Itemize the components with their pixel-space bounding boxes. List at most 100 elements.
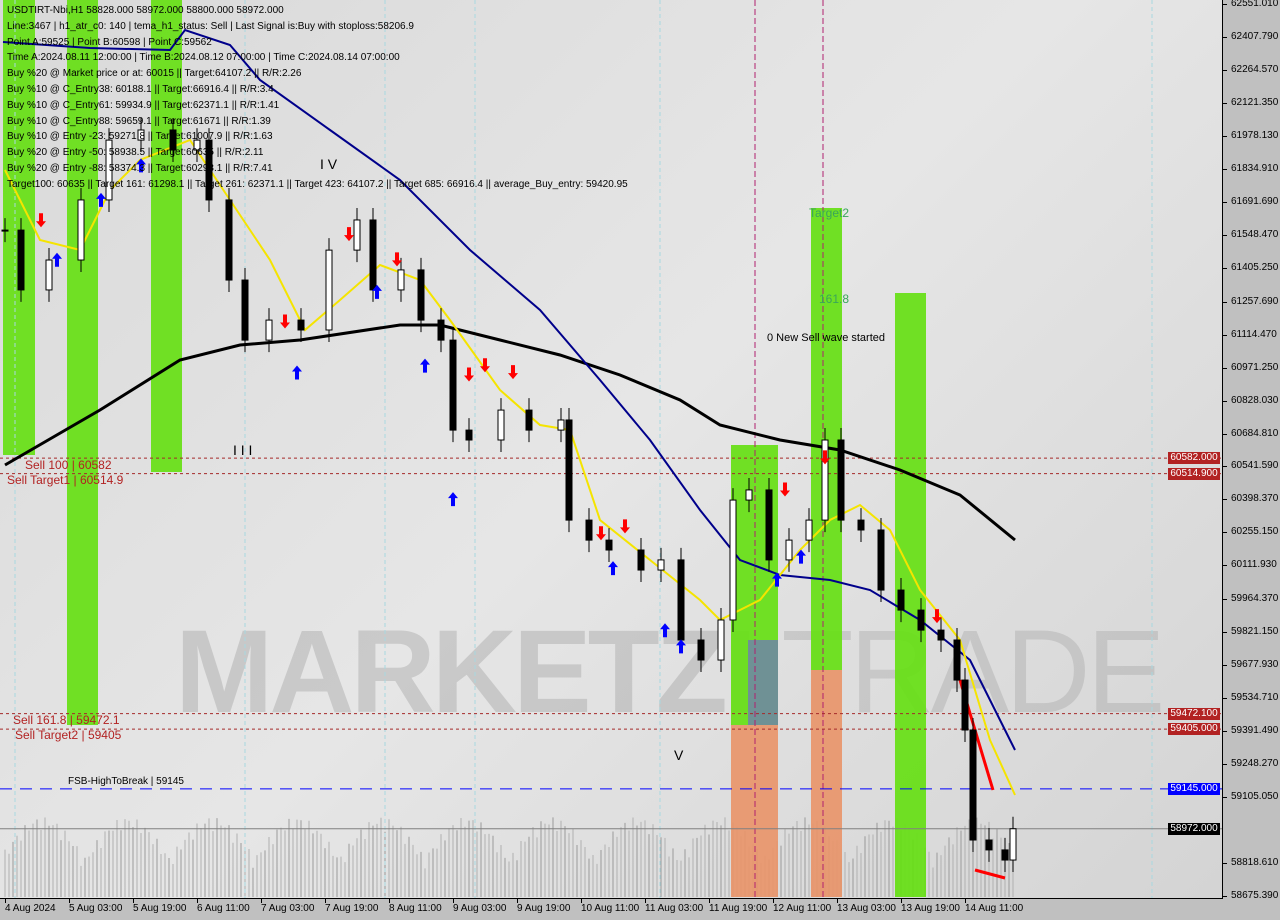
price-tick-label: 59821.150 [1222, 626, 1279, 638]
price-tick-label: 58818.610 [1222, 857, 1279, 869]
price-tick-label: 61978.130 [1222, 129, 1279, 141]
candle-body [241, 279, 249, 341]
candle-body [417, 269, 425, 321]
signal-zone [151, 0, 182, 472]
buy-arrow-icon [136, 158, 146, 173]
time-axis[interactable]: 4 Aug 2024 5 Aug 03:00 5 Aug 19:00 6 Aug 11… [0, 899, 1222, 920]
candle-body [397, 269, 405, 291]
buy-arrow-icon [420, 358, 430, 373]
info-line: Line:3467 | h1_atr_c0: 140 | tema_h1_sta… [7, 20, 414, 32]
price-tick-label: 59964.370 [1222, 593, 1279, 605]
info-line: Buy %10 @ C_Entry38: 60188.1 || Target:6… [7, 83, 274, 95]
candle-body [969, 729, 977, 841]
price-level-badge: 60514.900 [1168, 467, 1220, 480]
price-tick-label: 59248.270 [1222, 758, 1279, 770]
candle-body [105, 139, 113, 201]
info-line: Point A:59525 | Point B:60598 | Point C:… [7, 36, 212, 48]
level-label-sell-100: Sell 100 | 60582 [25, 458, 112, 472]
candle-body [265, 319, 273, 341]
candle-body [557, 419, 565, 431]
signal-zone [3, 0, 35, 455]
buy-arrow-icon [372, 284, 382, 299]
price-level-badge: 58972.000 [1168, 822, 1220, 835]
wave-label-iv: I V [320, 156, 338, 172]
candle-body [805, 519, 813, 541]
price-tick-label: 61405.250 [1222, 261, 1279, 273]
price-tick-label: 62121.350 [1222, 96, 1279, 108]
candle-body [77, 199, 85, 261]
price-tick-label: 62551.010 [1222, 0, 1279, 9]
info-line: Target100: 60635 || Target 161: 61298.1 … [7, 178, 628, 190]
buy-arrow-icon [608, 561, 618, 576]
candle-body [169, 129, 177, 151]
price-tick-label: 60971.250 [1222, 361, 1279, 373]
candle-body [837, 439, 845, 521]
sell-arrow-icon [480, 358, 490, 373]
time-tick-label: 6 Aug 11:00 [197, 899, 250, 914]
price-tick-label: 62264.570 [1222, 63, 1279, 75]
time-tick-label: 11 Aug 03:00 [645, 899, 704, 914]
sell-arrow-icon [820, 450, 830, 465]
candle-body [785, 539, 793, 561]
price-chart [0, 0, 1222, 898]
candle-body [225, 199, 233, 281]
info-line: USDTIRT-Nbi,H1 58828.000 58972.000 58800… [7, 5, 284, 16]
price-tick-label: 59391.490 [1222, 725, 1279, 737]
candle-body [857, 519, 865, 531]
candle-body [45, 259, 53, 291]
blue-moving-average [2, 28, 1016, 751]
candle-body [897, 589, 905, 611]
candle-body [1, 229, 9, 232]
sell-arrow-icon [464, 367, 474, 382]
price-axis[interactable]: 62551.010 62407.790 62264.570 62121.350 6197… [1222, 0, 1280, 901]
info-line: Time A:2024.08.11 12:00:00 | Time B:2024… [7, 52, 400, 64]
signal-zone [811, 208, 842, 670]
candle-body [877, 529, 885, 591]
candle-body [1001, 849, 1009, 861]
time-tick-label: 13 Aug 03:00 [837, 899, 896, 914]
target2-label: Target2 [809, 206, 850, 220]
sell-arrow-icon [596, 526, 606, 541]
info-line: Buy %20 @ Market price or at: 60015 || T… [7, 68, 302, 80]
buy-arrow-icon [796, 549, 806, 564]
sell-arrow-icon [36, 213, 46, 228]
candle-body [585, 519, 593, 541]
price-tick-label: 61691.690 [1222, 195, 1279, 207]
candle-body [605, 539, 613, 551]
watermark-light: TRADE [781, 606, 1165, 738]
candle-body [565, 419, 573, 521]
price-tick-label: 58675.390 [1222, 890, 1279, 901]
buy-arrow-icon [96, 192, 106, 207]
price-tick-label: 61834.910 [1222, 162, 1279, 174]
sell-arrow-icon [508, 365, 518, 380]
candle-body [961, 679, 969, 731]
candle-body [953, 639, 961, 681]
price-tick-label: 59677.930 [1222, 659, 1279, 671]
buy-arrow-icon [292, 365, 302, 380]
sell-arrow-icon [780, 482, 790, 497]
candle-body [437, 319, 445, 341]
time-tick-label: 9 Aug 03:00 [453, 899, 507, 914]
price-tick-label: 60255.150 [1222, 526, 1279, 538]
price-tick-label: 59534.710 [1222, 692, 1279, 704]
price-tick-label: 61257.690 [1222, 295, 1279, 307]
buy-arrow-icon [660, 623, 670, 638]
signal-zone [811, 670, 842, 897]
time-tick-label: 10 Aug 11:00 [581, 899, 640, 914]
buy-arrow-icon [676, 639, 686, 654]
candle-body [657, 559, 665, 571]
candle-body [205, 139, 213, 201]
price-level-badge: 59472.100 [1168, 707, 1220, 720]
candle-body [717, 619, 725, 661]
candle-body [937, 629, 945, 641]
candle-body [465, 429, 473, 441]
time-tick-label: 7 Aug 19:00 [325, 899, 379, 914]
candle-body [637, 549, 645, 571]
new-sell-wave-label: 0 New Sell wave started [767, 332, 885, 344]
info-line: Buy %10 @ C_Entry61: 59934.9 || Target:6… [7, 99, 280, 111]
chart-area[interactable]: MARKETZI TRADE USDTIRT-Nbi,H1 58828.000 … [0, 0, 1223, 899]
info-line: Buy %10 @ Entry -23: 59271.8 || Target:6… [7, 131, 273, 143]
red-trend-line [974, 868, 1006, 880]
price-tick-label: 59105.050 [1222, 791, 1279, 803]
wave-label-v: V [674, 747, 684, 763]
